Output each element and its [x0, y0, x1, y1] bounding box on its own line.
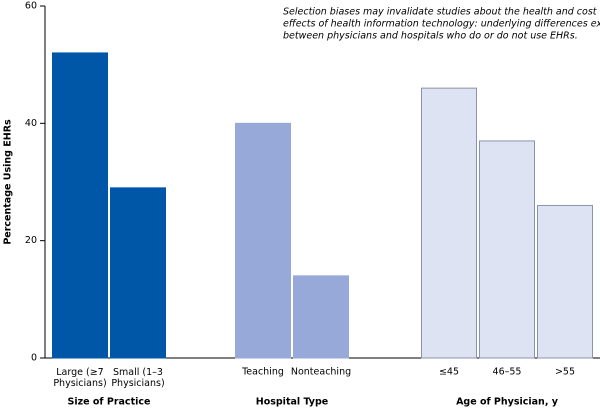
bar — [110, 187, 166, 359]
y-axis-label: Percentage Using EHRs — [3, 119, 14, 245]
y-tick-label: 60 — [25, 1, 37, 12]
group-label: Size of Practice — [68, 397, 151, 408]
bar — [293, 275, 349, 359]
y-tick-label: 40 — [25, 118, 37, 129]
bar — [537, 204, 593, 359]
annotation-line: between physicians and hospitals who do … — [283, 31, 578, 42]
x-tick-label: Nonteaching — [291, 367, 351, 378]
bar — [52, 52, 108, 359]
x-tick-label: Teaching — [241, 367, 284, 378]
x-tick-label: Large (≥7 Physicians) — [53, 367, 106, 389]
x-tick-label: Small (1–3 Physicians) — [111, 367, 164, 389]
bar — [479, 140, 535, 359]
label-line: Physicians) — [111, 378, 164, 389]
label-line: Large (≥7 — [56, 367, 103, 378]
y-tick-label: 20 — [25, 235, 37, 246]
x-tick-label: >55 — [555, 367, 575, 378]
y-tick-label: 0 — [31, 353, 37, 364]
bar — [235, 122, 291, 359]
annotation-line: effects of health information technology… — [283, 19, 600, 30]
x-tick-label: ≤45 — [439, 367, 459, 378]
group-label: Hospital Type — [256, 397, 329, 408]
annotation-line: Selection biases may invalidate studies … — [283, 7, 598, 18]
label-line: Physicians) — [53, 378, 106, 389]
bar — [421, 87, 477, 359]
x-tick-label: 46–55 — [493, 367, 522, 378]
group-label: Age of Physician, y — [456, 397, 559, 408]
label-line: Small (1–3 — [113, 367, 163, 378]
